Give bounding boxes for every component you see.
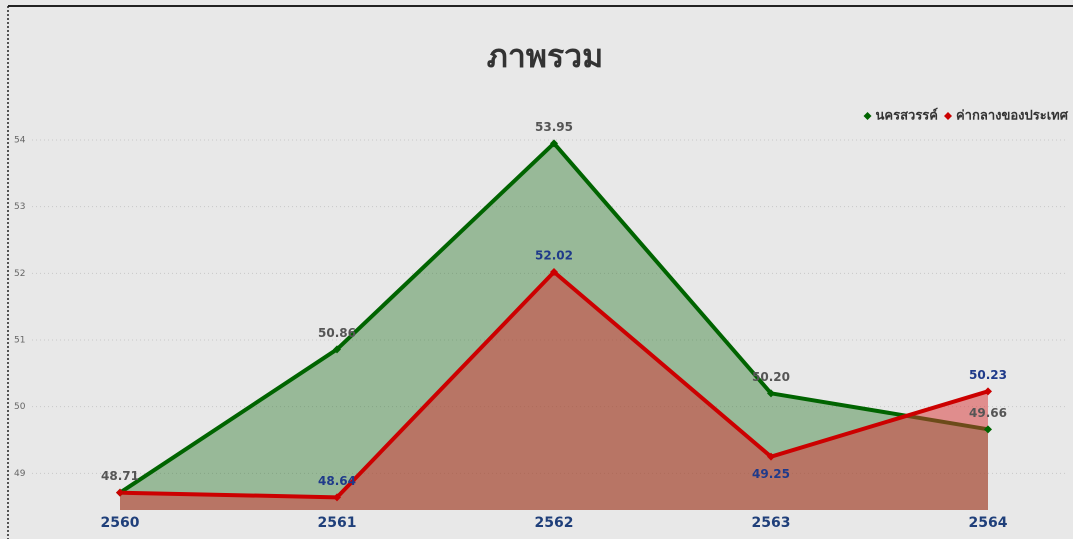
- point-marker: [767, 389, 775, 398]
- y-tick-label: 52: [14, 269, 25, 279]
- y-tick-label: 51: [14, 336, 25, 346]
- x-tick-label: 2561: [318, 515, 357, 531]
- y-tick-label: 50: [14, 402, 26, 412]
- x-tick-label: 2560: [101, 515, 140, 531]
- x-tick-label: 2562: [535, 515, 574, 531]
- data-label: 50.23: [969, 368, 1007, 382]
- y-tick-label: 54: [14, 136, 26, 146]
- data-label: 50.86: [318, 326, 356, 340]
- y-tick-label: 49: [14, 469, 26, 479]
- y-tick-label: 53: [14, 202, 25, 212]
- point-marker: [116, 488, 124, 497]
- point-marker: [984, 425, 992, 434]
- legend-marker: [863, 112, 872, 120]
- point-marker: [550, 139, 558, 148]
- x-tick-label: 2563: [752, 515, 791, 531]
- area: [120, 272, 988, 510]
- data-label: 50.20: [752, 370, 790, 384]
- data-label: 48.64: [318, 474, 356, 488]
- legend-label: ค่ากลางของประเทศ: [956, 109, 1069, 124]
- point-marker: [767, 452, 775, 461]
- data-label: 52.02: [535, 249, 573, 263]
- chart-title: ภาพรวม: [487, 37, 603, 75]
- data-label: 49.66: [969, 406, 1007, 420]
- x-tick-label: 2564: [969, 515, 1008, 531]
- point-marker: [984, 387, 992, 396]
- data-label: 48.71: [101, 469, 139, 483]
- point-marker: [333, 345, 341, 354]
- point-marker: [550, 268, 558, 276]
- legend-label: นครสวรรค์: [876, 108, 938, 124]
- data-label: 49.25: [752, 467, 790, 481]
- data-label: 53.95: [535, 120, 573, 134]
- point-marker: [333, 493, 341, 502]
- legend-marker: [943, 112, 952, 120]
